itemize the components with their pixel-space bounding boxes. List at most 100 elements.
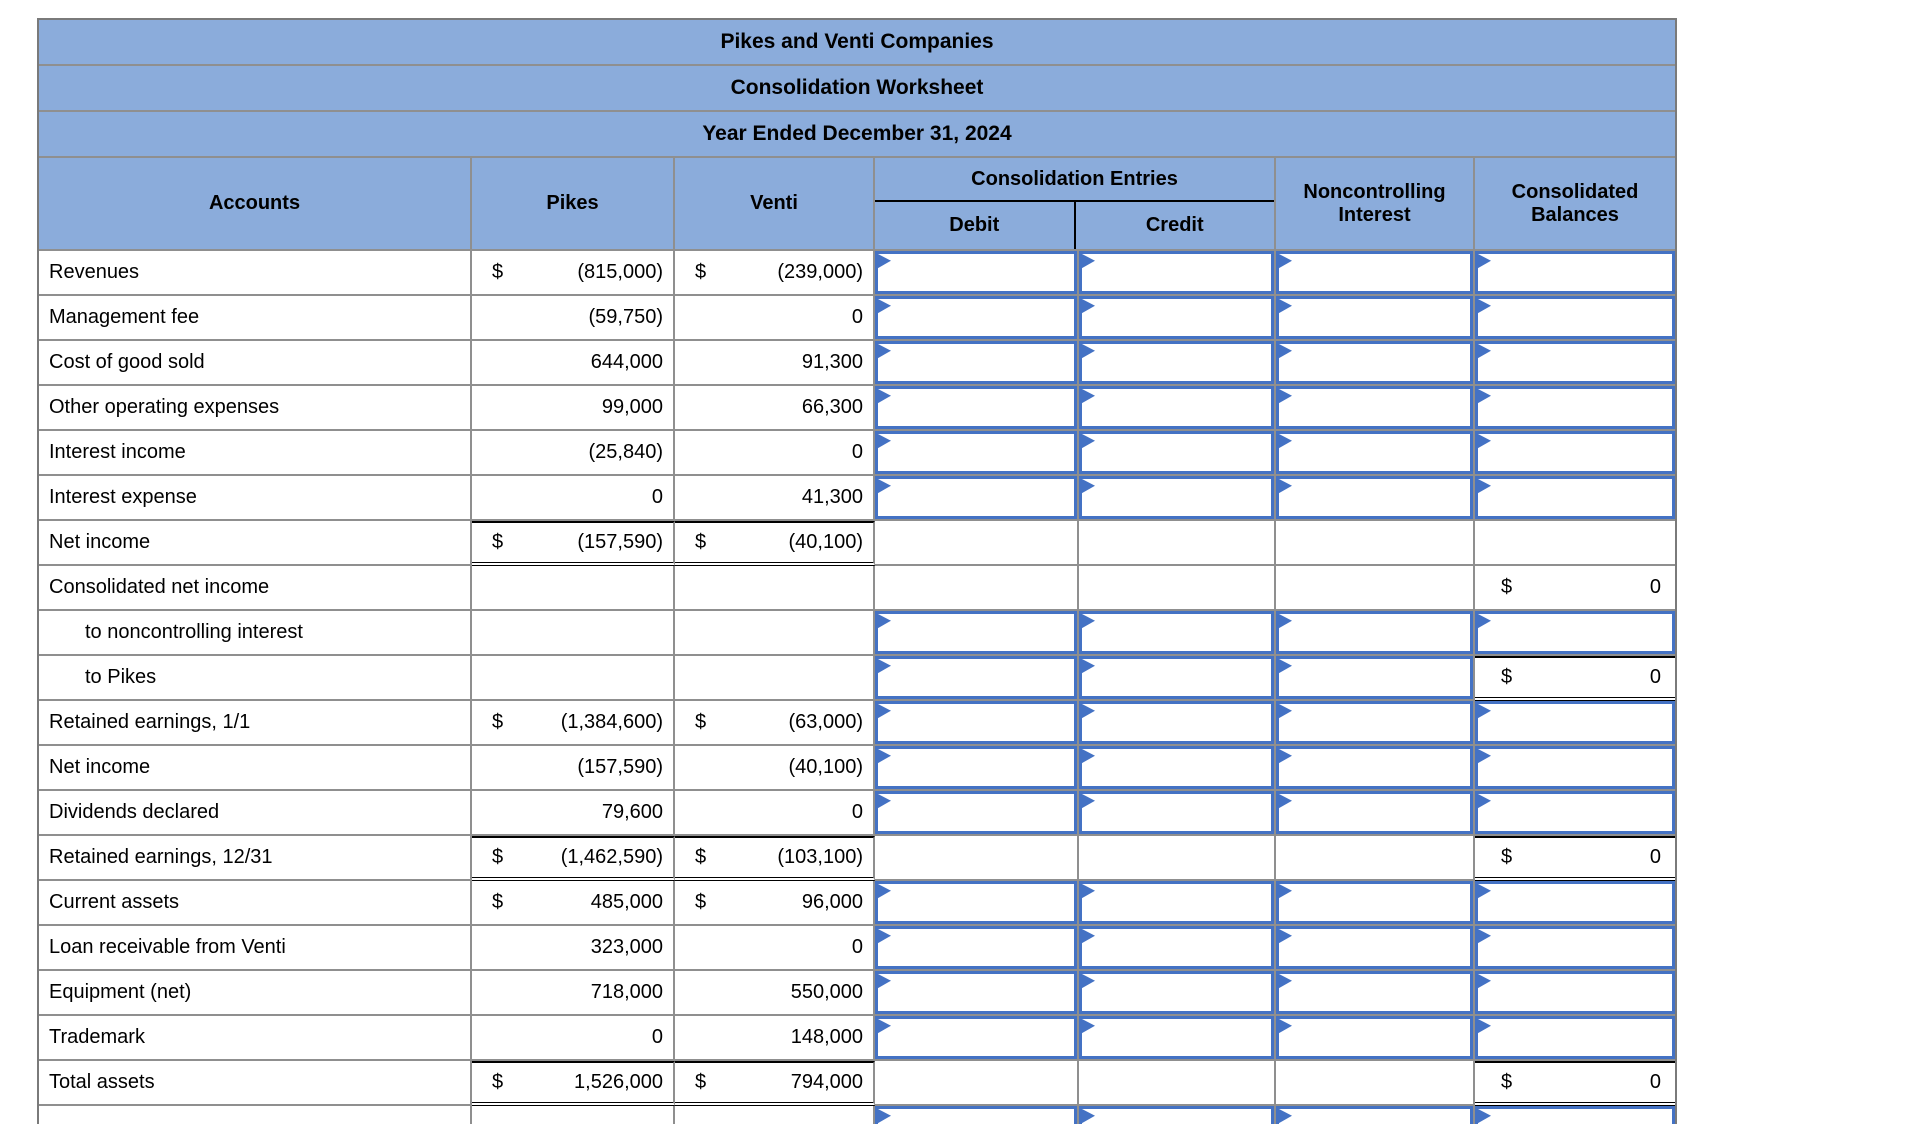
amount-value: 0 [1649,576,1661,598]
credit-input[interactable] [1079,296,1276,341]
noncontrolling-interest-input[interactable] [1276,656,1475,701]
noncontrolling-interest-input[interactable] [1276,386,1475,431]
debit-input[interactable] [875,1106,1079,1124]
consolidated-balance-input[interactable] [1475,611,1675,656]
pikes-value-cell: 79,600 [472,791,675,836]
credit-input[interactable] [1079,701,1276,746]
consolidated-balance-input[interactable] [1475,881,1675,926]
amount-value: 0 [851,801,863,823]
consolidated-balance-input[interactable] [1475,791,1675,836]
credit-input[interactable] [1079,1106,1276,1124]
consolidated-balance-input[interactable] [1475,386,1675,431]
debit-input[interactable] [875,701,1079,746]
debit-input[interactable] [875,881,1079,926]
venti-value-cell [675,566,875,611]
debit-input[interactable] [875,971,1079,1016]
consolidated-balance-input[interactable] [1475,1106,1675,1124]
noncontrolling-interest-input[interactable] [1276,701,1475,746]
debit-input[interactable] [875,1016,1079,1061]
consolidated-balance-input[interactable] [1475,971,1675,1016]
debit-input[interactable] [875,296,1079,341]
debit-input[interactable] [875,386,1079,431]
venti-value-cell [675,656,875,701]
credit-input[interactable] [1079,971,1276,1016]
debit-input[interactable] [875,341,1079,386]
debit-input[interactable] [875,611,1079,656]
credit-input[interactable] [1079,1016,1276,1061]
debit-input[interactable] [875,746,1079,791]
amount-value: 79,600 [601,801,663,823]
consolidated-balance-input[interactable] [1475,296,1675,341]
venti-value-cell: 66,300 [675,386,875,431]
pikes-value-cell: (157,590) [472,746,675,791]
dollar-sign: $ [492,711,504,733]
venti-column-header: Venti [675,158,875,249]
noncontrolling-interest-input[interactable] [1276,431,1475,476]
amount-value: (63,000) [788,711,864,733]
credit-input[interactable] [1079,251,1276,296]
amount-value: (239,000) [777,261,863,283]
debit-input[interactable] [875,476,1079,521]
nci-cell [1276,1061,1475,1106]
credit-input[interactable] [1079,611,1276,656]
consolidated-balance-input[interactable] [1475,746,1675,791]
credit-input[interactable] [1079,386,1276,431]
account-label [39,1106,472,1124]
credit-input[interactable] [1079,791,1276,836]
consolidated-balance-input[interactable] [1475,926,1675,971]
credit-column-header: Credit [1073,202,1275,249]
credit-input[interactable] [1079,341,1276,386]
credit-input[interactable] [1079,926,1276,971]
consolidated-balance-input[interactable] [1475,701,1675,746]
debit-input[interactable] [875,791,1079,836]
credit-input[interactable] [1079,881,1276,926]
consolidated-balance-value: $0 [1475,1061,1675,1106]
pikes-value-cell [472,611,675,656]
amount-value: 0 [1649,666,1661,688]
noncontrolling-interest-input[interactable] [1276,881,1475,926]
consolidated-balance-input[interactable] [1475,476,1675,521]
consolidated-balance-input[interactable] [1475,341,1675,386]
dollar-sign: $ [492,891,504,913]
debit-input[interactable] [875,431,1079,476]
credit-input[interactable] [1079,656,1276,701]
noncontrolling-interest-input[interactable] [1276,611,1475,656]
noncontrolling-interest-input[interactable] [1276,341,1475,386]
debit-input[interactable] [875,251,1079,296]
noncontrolling-interest-input[interactable] [1276,926,1475,971]
column-header-row: Accounts Pikes Venti Consolidation Entri… [39,158,1675,251]
noncontrolling-interest-input[interactable] [1276,791,1475,836]
account-label: Revenues [39,251,472,296]
debit-input[interactable] [875,656,1079,701]
dollar-sign: $ [492,1071,504,1093]
venti-value-cell: $ (103,100) [675,836,875,881]
consolidated-balance-input[interactable] [1475,1016,1675,1061]
debit-cell [875,836,1079,881]
consolidated-balance-input[interactable] [1475,431,1675,476]
consolidated-balance-input[interactable] [1475,251,1675,296]
noncontrolling-interest-input[interactable] [1276,296,1475,341]
pikes-value-cell: 644,000 [472,341,675,386]
amount-value: (40,100) [788,531,864,553]
credit-input[interactable] [1079,431,1276,476]
noncontrolling-interest-input[interactable] [1276,1106,1475,1124]
dollar-sign: $ [492,846,504,868]
venti-value-cell: $ (40,100) [675,521,875,566]
account-label: Management fee [39,296,472,341]
amount-value: (40,100) [788,756,864,778]
noncontrolling-interest-input[interactable] [1276,251,1475,296]
amount-value: (59,750) [588,306,664,328]
credit-input[interactable] [1079,476,1276,521]
noncontrolling-interest-input[interactable] [1276,971,1475,1016]
venti-value-cell: 41,300 [675,476,875,521]
pikes-value-cell: 718,000 [472,971,675,1016]
worksheet-title: Consolidation Worksheet [39,66,1675,112]
noncontrolling-interest-input[interactable] [1276,1016,1475,1061]
noncontrolling-interest-input[interactable] [1276,476,1475,521]
venti-value-cell [675,611,875,656]
consolidated-balance-cell [1475,521,1675,566]
noncontrolling-interest-input[interactable] [1276,746,1475,791]
debit-input[interactable] [875,926,1079,971]
account-label: Current assets [39,881,472,926]
credit-input[interactable] [1079,746,1276,791]
